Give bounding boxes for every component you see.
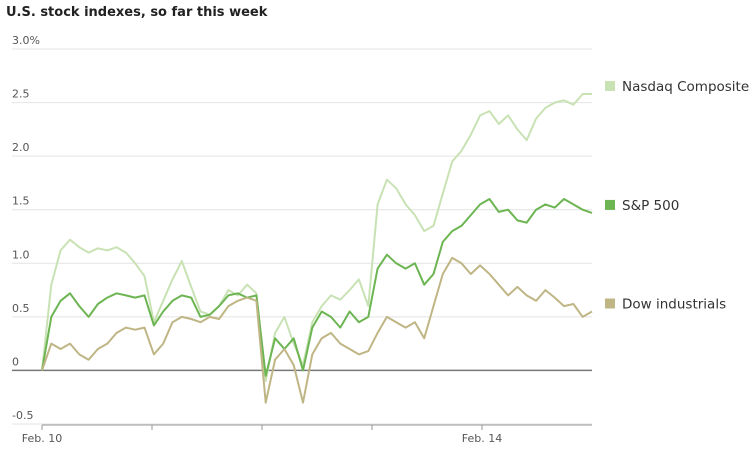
legend-label: Dow industrials bbox=[622, 297, 726, 313]
x-tick-label: Feb. 10 bbox=[22, 432, 62, 445]
legend-label: Nasdaq Composite bbox=[622, 79, 749, 95]
y-tick-label: 3.0% bbox=[12, 34, 40, 47]
legend-label: S&P 500 bbox=[622, 198, 679, 214]
y-tick-label: 2.5 bbox=[12, 88, 30, 101]
y-tick-label: 1.0 bbox=[12, 248, 30, 261]
series-line bbox=[41, 256, 593, 404]
y-tick-label: 2.0 bbox=[12, 141, 30, 154]
legend-swatch bbox=[605, 298, 615, 309]
y-tick-label: 1.5 bbox=[12, 195, 30, 208]
legend-swatch bbox=[605, 199, 615, 210]
series-line bbox=[41, 93, 592, 383]
x-tick-label: Feb. 14 bbox=[462, 432, 502, 445]
chart-title: U.S. stock indexes, so far this week bbox=[6, 5, 268, 20]
y-tick-label: 0 bbox=[12, 355, 19, 368]
series-line bbox=[41, 198, 593, 377]
y-tick-label: 0.5 bbox=[12, 302, 30, 315]
y-tick-label: -0.5 bbox=[12, 409, 33, 422]
legend-swatch bbox=[605, 81, 615, 91]
